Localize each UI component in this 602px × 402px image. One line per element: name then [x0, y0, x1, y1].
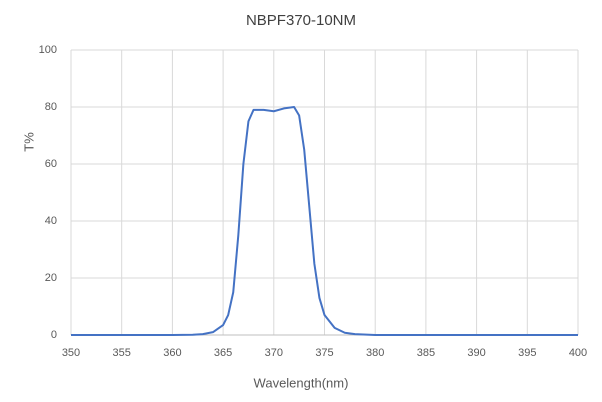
x-tick-label: 365 — [214, 347, 232, 359]
x-tick-label: 355 — [113, 347, 131, 359]
x-axis-title: Wavelength(nm) — [254, 375, 349, 390]
x-tick-label: 375 — [315, 347, 333, 359]
x-tick-label: 380 — [366, 347, 384, 359]
y-tick-label: 40 — [45, 215, 57, 227]
y-tick-label: 80 — [45, 101, 57, 113]
data-line — [71, 106, 578, 336]
x-tick-label: 370 — [265, 347, 283, 359]
y-tick-label: 0 — [51, 329, 57, 341]
y-tick-label: 100 — [39, 44, 57, 56]
y-axis-title: T% — [21, 132, 36, 152]
y-tick-label: 60 — [45, 158, 57, 170]
x-tick-label: 400 — [569, 347, 587, 359]
y-tick-label: 20 — [45, 272, 57, 284]
x-tick-label: 350 — [62, 347, 80, 359]
chart-title: NBPF370-10NM — [246, 12, 356, 29]
x-tick-label: 390 — [467, 347, 485, 359]
x-tick-label: 395 — [518, 347, 536, 359]
x-tick-label: 385 — [417, 347, 435, 359]
x-tick-label: 360 — [163, 347, 181, 359]
